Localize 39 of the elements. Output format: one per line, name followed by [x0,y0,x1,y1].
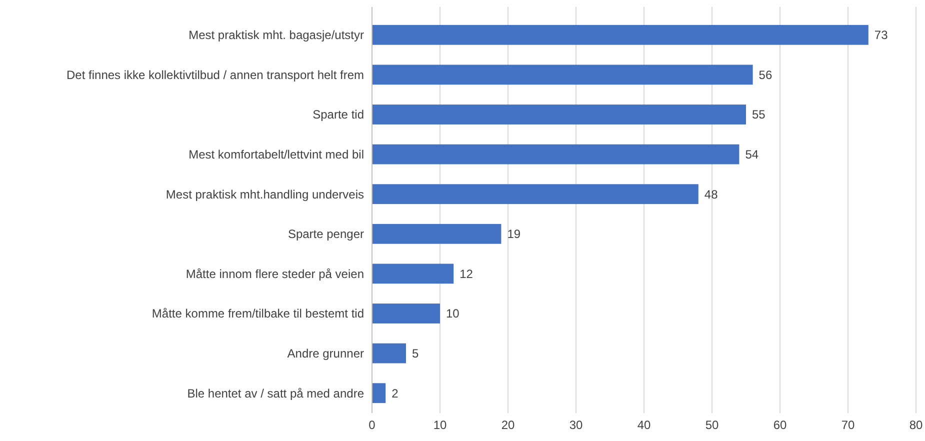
x-tick-label: 0 [368,418,376,432]
bar [372,64,753,85]
y-tick-label: Mest praktisk mht. bagasje/utstyr [188,28,364,42]
x-tick-label: 20 [501,418,515,432]
bar [372,224,502,244]
bar [372,144,740,164]
y-tick-label: Mest komfortabelt/lettvint med bil [188,148,364,162]
bar [372,104,746,124]
y-tick-label: Ble hentet av / satt på med andre [187,386,364,400]
y-tick-label: Måtte innom flere steder på veien [186,266,364,281]
data-label: 5 [412,346,419,360]
x-tick-label: 30 [569,418,583,432]
x-tick-label: 70 [841,418,855,432]
data-label: 12 [460,266,474,281]
y-tick-label: Sparte penger [288,227,364,242]
bar [372,184,698,204]
data-label: 55 [752,108,766,122]
bar [372,304,440,324]
x-tick-label: 40 [637,418,651,432]
data-label: 73 [874,28,888,42]
x-tick-label: 80 [909,418,923,432]
bar [372,264,454,284]
data-label: 56 [758,68,772,82]
data-label: 54 [745,148,759,162]
data-label: 10 [446,306,460,321]
y-tick-label: Måtte komme frem/tilbake til bestemt tid [152,306,364,321]
y-tick-label: Mest praktisk mht.handling underveis [166,187,364,202]
y-tick-label: Andre grunner [287,346,364,360]
bar [372,343,406,364]
y-tick-label: Det finnes ikke kollektivtilbud / annen transport helt frem [66,68,364,82]
bar [372,24,868,45]
x-tick-label: 10 [433,418,447,432]
data-label: 19 [507,227,521,242]
y-tick-label: Sparte tid [312,108,364,122]
data-label: 48 [704,187,718,202]
x-tick-label: 60 [773,418,787,432]
bar [372,383,386,404]
x-tick-label: 50 [705,418,719,432]
data-label: 2 [392,386,399,400]
